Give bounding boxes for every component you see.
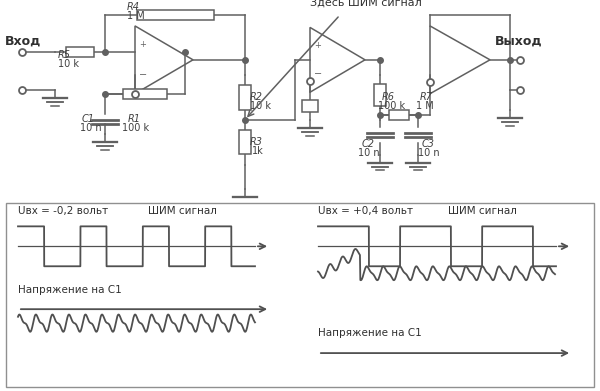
Text: +: +: [140, 40, 146, 49]
Text: +: +: [314, 41, 322, 50]
Text: Uвх = +0,4 вольт: Uвх = +0,4 вольт: [318, 206, 413, 216]
Text: Вход: Вход: [5, 35, 41, 48]
Text: C1: C1: [82, 114, 95, 124]
Text: Напряжение на С1: Напряжение на С1: [318, 328, 422, 338]
Text: 1 M: 1 M: [416, 100, 434, 111]
Text: ШИМ сигнал: ШИМ сигнал: [448, 206, 517, 216]
Text: C2: C2: [362, 138, 375, 149]
Text: R3: R3: [250, 136, 263, 147]
Text: 10 n: 10 n: [80, 123, 101, 133]
Text: Здесь ШИМ сигнал: Здесь ШИМ сигнал: [310, 0, 422, 8]
Text: 10 n: 10 n: [418, 147, 440, 158]
Text: Выход: Выход: [495, 35, 542, 48]
Bar: [239, 130, 251, 154]
Bar: [137, 10, 214, 20]
Text: ШИМ сигнал: ШИМ сигнал: [148, 206, 217, 216]
Bar: [239, 85, 251, 109]
Text: R2: R2: [250, 92, 263, 102]
Text: −: −: [139, 70, 147, 80]
Bar: [389, 109, 409, 120]
Text: R6: R6: [382, 92, 395, 102]
Text: 100 k: 100 k: [378, 100, 405, 111]
Text: R5: R5: [58, 50, 71, 60]
Text: 1 M: 1 M: [127, 11, 145, 21]
Text: 10 k: 10 k: [250, 100, 271, 111]
Text: R7: R7: [420, 92, 433, 102]
Text: R4: R4: [127, 2, 140, 12]
Text: Напряжение на С1: Напряжение на С1: [18, 285, 122, 295]
Text: 10 k: 10 k: [58, 59, 79, 69]
Text: R1: R1: [128, 114, 141, 124]
Text: 1k: 1k: [252, 145, 264, 156]
Text: 100 k: 100 k: [122, 123, 149, 133]
Bar: [123, 89, 167, 99]
Text: 10 n: 10 n: [358, 147, 380, 158]
Text: Uвх = -0,2 вольт: Uвх = -0,2 вольт: [18, 206, 108, 216]
Bar: [374, 84, 386, 106]
Text: −: −: [314, 69, 322, 79]
Text: C3: C3: [422, 138, 435, 149]
Bar: [66, 47, 94, 57]
Bar: [302, 100, 318, 112]
